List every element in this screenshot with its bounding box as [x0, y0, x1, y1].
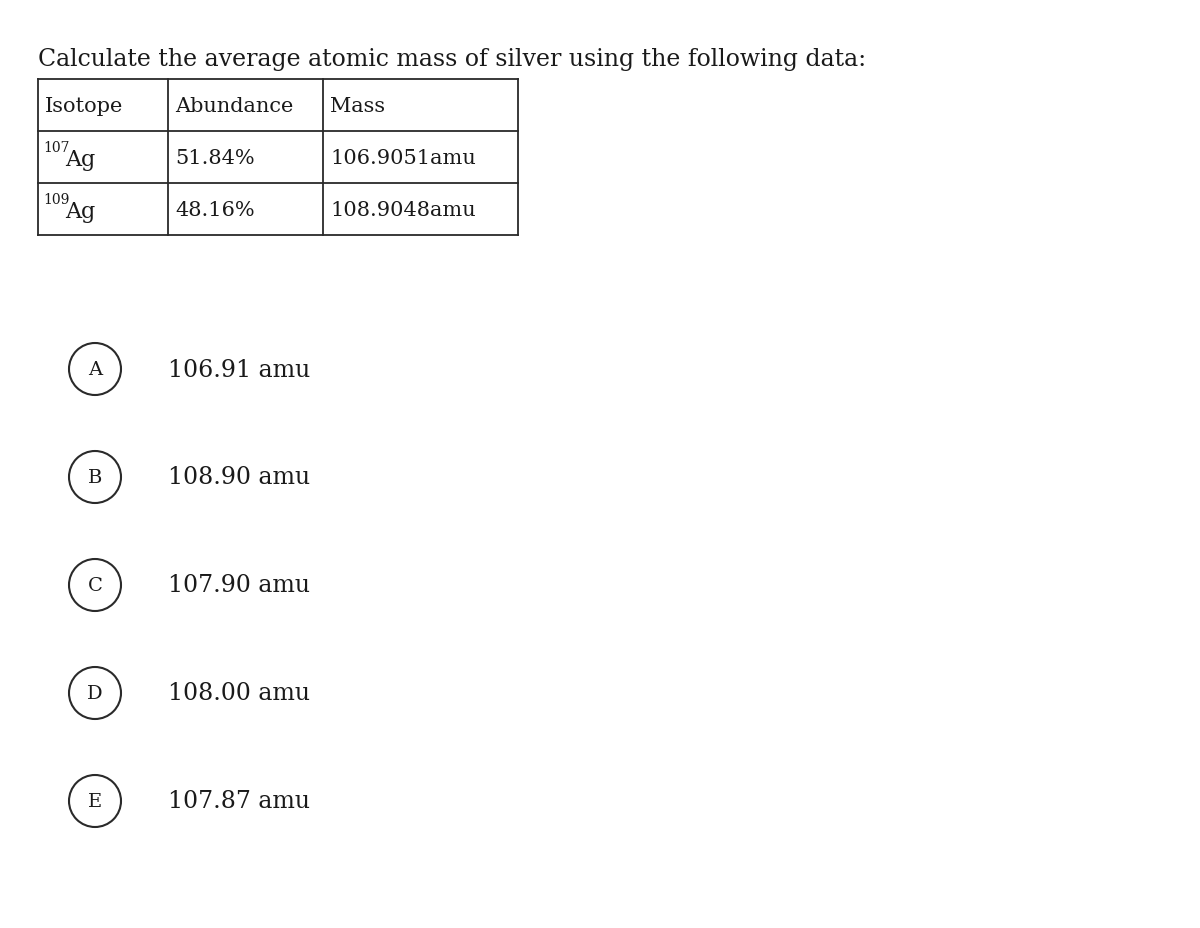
Text: 107.87 amu: 107.87 amu — [168, 790, 310, 813]
Text: 106.91 amu: 106.91 amu — [168, 358, 311, 381]
Text: Ag: Ag — [65, 200, 95, 223]
Text: 109: 109 — [43, 193, 70, 207]
Text: 107: 107 — [43, 141, 70, 155]
Text: Calculate the average atomic mass of silver using the following data:: Calculate the average atomic mass of sil… — [38, 48, 866, 71]
Text: E: E — [88, 793, 102, 810]
Text: 48.16%: 48.16% — [175, 200, 254, 219]
Text: Ag: Ag — [65, 148, 95, 171]
Text: 108.9048amu: 108.9048amu — [330, 200, 475, 219]
Text: A: A — [88, 361, 102, 379]
Text: Isotope: Isotope — [46, 97, 124, 115]
Text: Mass: Mass — [330, 97, 385, 115]
Text: B: B — [88, 469, 102, 486]
Text: D: D — [88, 684, 103, 702]
Text: 106.9051amu: 106.9051amu — [330, 148, 475, 167]
Text: 108.90 amu: 108.90 amu — [168, 466, 310, 489]
Text: 108.00 amu: 108.00 amu — [168, 682, 310, 704]
Text: C: C — [88, 576, 102, 594]
Text: Abundance: Abundance — [175, 97, 293, 115]
Text: 51.84%: 51.84% — [175, 148, 254, 167]
Text: 107.90 amu: 107.90 amu — [168, 574, 310, 597]
